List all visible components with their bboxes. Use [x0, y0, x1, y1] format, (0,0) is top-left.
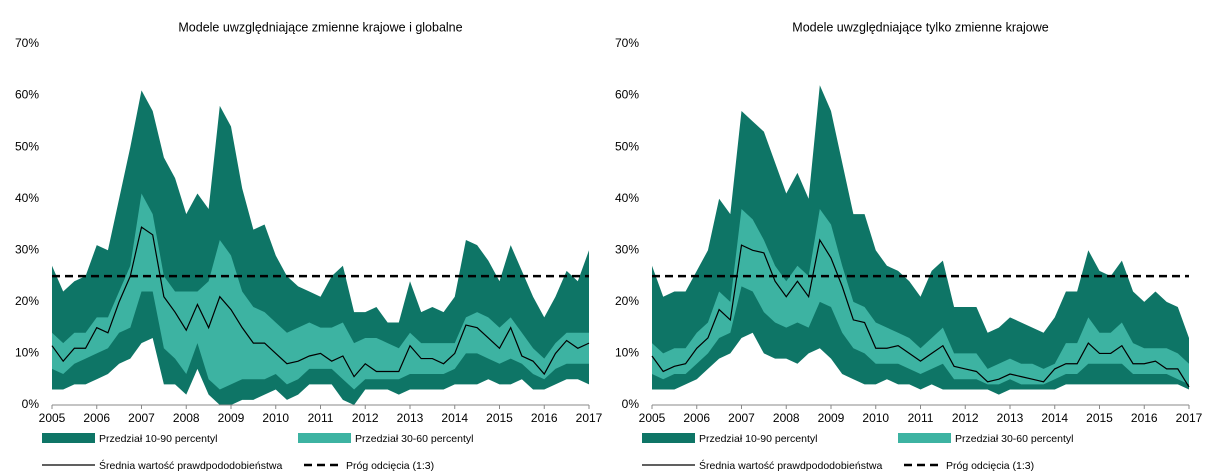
x-tick-label: 2006 — [683, 411, 710, 425]
y-tick-label: 70% — [15, 36, 39, 50]
x-tick-label: 2013 — [997, 411, 1024, 425]
legend-label: Przedział 10-90 percentyl — [99, 433, 217, 445]
y-tick-label: 60% — [15, 88, 39, 102]
x-tick-label: 2012 — [352, 411, 379, 425]
x-tick-label: 2016 — [1131, 411, 1158, 425]
y-tick-label: 0% — [622, 397, 640, 411]
legend-swatch — [898, 433, 951, 443]
mean-line — [51, 226, 590, 378]
y-tick-label: 10% — [15, 346, 39, 360]
y-tick-label: 20% — [15, 294, 39, 308]
y-tick-label: 30% — [615, 242, 639, 256]
legend-label: Przedział 30-60 percentyl — [355, 433, 473, 445]
x-tick-label: 2009 — [218, 411, 245, 425]
x-tick-label: 2015 — [1086, 411, 1113, 425]
y-tick-label: 40% — [15, 191, 39, 205]
x-tick-label: 2010 — [862, 411, 889, 425]
x-tick-label: 2007 — [128, 411, 155, 425]
y-tick-label: 40% — [615, 191, 639, 205]
legend-label: Przedział 30-60 percentyl — [955, 433, 1073, 445]
chart-title: Modele uwzględniające zmienne krajowe i … — [178, 20, 462, 34]
y-tick-label: 50% — [15, 139, 39, 153]
x-tick-label: 2008 — [773, 411, 800, 425]
x-tick-label: 2011 — [908, 411, 934, 425]
legend-label: Przedział 10-90 percentyl — [699, 433, 817, 445]
y-tick-label: 60% — [615, 88, 639, 102]
x-tick-label: 2005 — [39, 411, 66, 425]
x-tick-label: 2006 — [83, 411, 110, 425]
x-tick-label: 2013 — [397, 411, 424, 425]
x-tick-label: 2017 — [576, 411, 603, 425]
y-tick-label: 70% — [615, 36, 639, 50]
x-tick-label: 2011 — [308, 411, 334, 425]
x-tick-label: 2012 — [952, 411, 979, 425]
x-tick-label: 2014 — [441, 411, 468, 425]
legend-swatch — [42, 433, 95, 443]
y-tick-label: 50% — [615, 139, 639, 153]
y-tick-label: 20% — [615, 294, 639, 308]
percentile-band — [652, 209, 1189, 385]
x-tick-label: 2008 — [173, 411, 200, 425]
x-tick-label: 2007 — [728, 411, 755, 425]
y-tick-label: 30% — [15, 242, 39, 256]
mean-line — [651, 238, 1190, 388]
x-tick-label: 2017 — [1176, 411, 1203, 425]
legend-label: Próg odcięcia (1:3) — [346, 460, 434, 472]
x-tick-label: 2009 — [818, 411, 845, 425]
legend-label: Próg odcięcia (1:3) — [946, 460, 1034, 472]
y-tick-label: 0% — [22, 397, 40, 411]
x-tick-label: 2014 — [1041, 411, 1068, 425]
legend-label: Średnia wartość prawdpododobieństwa — [99, 459, 282, 472]
x-tick-label: 2015 — [486, 411, 513, 425]
percentile-band — [52, 193, 589, 390]
x-tick-label: 2010 — [262, 411, 289, 425]
legend-label: Średnia wartość prawdpododobieństwa — [699, 459, 882, 472]
y-tick-label: 10% — [615, 346, 639, 360]
x-tick-label: 2016 — [531, 411, 558, 425]
legend-swatch — [642, 433, 695, 443]
legend-swatch — [298, 433, 351, 443]
chart-title: Modele uwzględniające tylko zmienne kraj… — [792, 20, 1048, 34]
x-tick-label: 2005 — [639, 411, 666, 425]
